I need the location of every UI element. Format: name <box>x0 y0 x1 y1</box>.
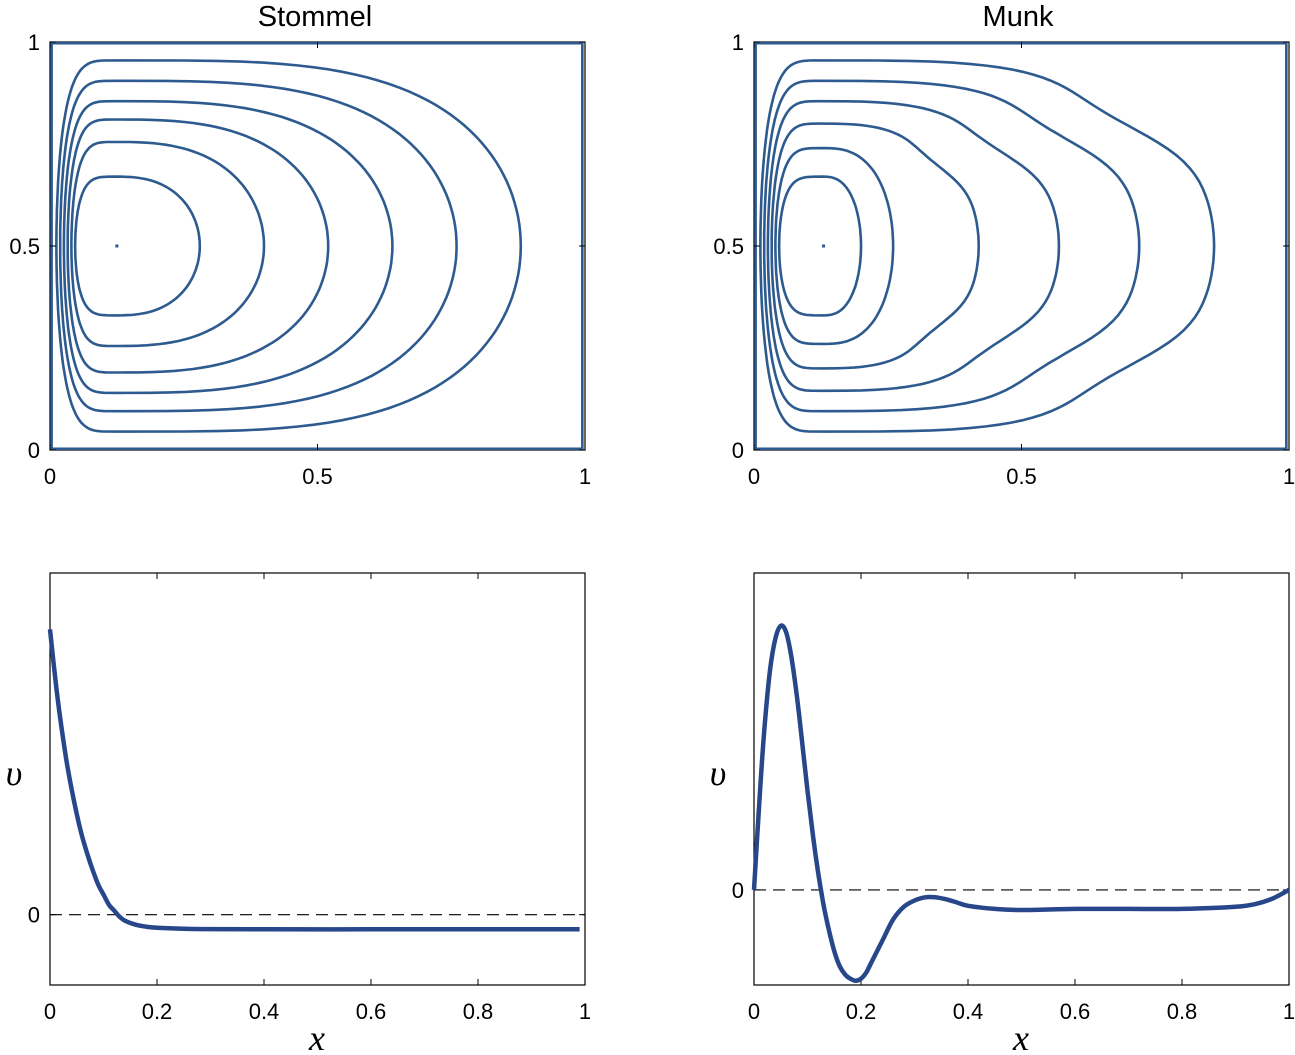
stommel-velocity-xtick-label: 0 <box>44 999 56 1024</box>
munk-ytick-label: 0 <box>732 438 744 463</box>
munk-streamline <box>759 59 1216 433</box>
munk-velocity-panel: 0 0.2 0.4 0.6 0.8 1 0 υ x <box>710 572 1295 1055</box>
stommel-velocity-curve <box>47 629 580 932</box>
stommel-center-point <box>115 244 119 248</box>
munk-streamline <box>774 146 895 346</box>
munk-velocity-xtick-label: 0.6 <box>1060 999 1091 1024</box>
munk-velocity-ticks: 0 0.2 0.4 0.6 0.8 1 0 <box>732 573 1295 1024</box>
stommel-ticks: 0 0.5 1 0 0.5 1 <box>9 30 591 489</box>
munk-streamline <box>770 122 981 370</box>
stommel-streamline <box>62 99 394 395</box>
munk-y-label: υ <box>710 753 727 793</box>
stommel-streamline <box>55 59 523 433</box>
stommel-xtick-label: 0.5 <box>302 464 333 489</box>
munk-ytick-label: 1 <box>732 30 744 55</box>
munk-velocity-xtick-label: 0 <box>748 999 760 1024</box>
stommel-velocity-panel: 0 0.2 0.4 0.6 0.8 1 0 υ x <box>6 572 591 1055</box>
munk-streamline <box>766 99 1061 393</box>
stommel-velocity-xtick-label: 0.4 <box>249 999 280 1024</box>
stommel-boundary-streamline <box>50 41 584 451</box>
stommel-title: Stommel <box>258 1 372 33</box>
munk-ticks: 0 0.5 1 0 0.5 1 <box>713 30 1295 489</box>
stommel-ytick-label: 1 <box>28 30 40 55</box>
stommel-velocity-xtick-label: 1 <box>579 999 591 1024</box>
munk-ytick-label: 0.5 <box>713 234 744 259</box>
munk-velocity-frame <box>753 572 1290 986</box>
stommel-velocity-ticks: 0 0.2 0.4 0.6 0.8 1 0 <box>28 573 591 1024</box>
stommel-streamline <box>66 118 330 374</box>
munk-velocity-curve <box>751 623 1291 984</box>
munk-velocity-xtick-label: 1 <box>1283 999 1295 1024</box>
stommel-contours <box>50 41 584 451</box>
stommel-xtick-label: 0 <box>44 464 56 489</box>
munk-contour-panel: Munk 0 0.5 1 0 0.5 1 <box>713 1 1295 489</box>
stommel-velocity-frame <box>49 572 586 986</box>
munk-title: Munk <box>983 1 1054 33</box>
munk-frame <box>753 41 1290 451</box>
munk-center-point <box>822 244 826 248</box>
munk-xtick-label: 0.5 <box>1006 464 1037 489</box>
munk-xtick-label: 1 <box>1283 464 1295 489</box>
munk-velocity-xtick-label: 0.4 <box>953 999 984 1024</box>
stommel-velocity-xtick-label: 0.8 <box>463 999 494 1024</box>
munk-velocity-ytick-label: 0 <box>732 878 744 903</box>
munk-contours <box>754 41 1288 451</box>
munk-xtick-label: 0 <box>748 464 760 489</box>
stommel-velocity-ytick-label: 0 <box>28 903 40 928</box>
munk-x-label: x <box>1012 1018 1029 1055</box>
munk-velocity-xtick-label: 0.8 <box>1167 999 1198 1024</box>
stommel-xtick-label: 1 <box>579 464 591 489</box>
munk-boundary-streamline <box>754 41 1288 451</box>
stommel-frame <box>49 41 586 451</box>
stommel-streamline <box>73 175 202 317</box>
stommel-contour-panel: Stommel 0 0.5 1 0 0.5 1 <box>9 1 591 489</box>
stommel-y-label: υ <box>6 753 23 793</box>
munk-streamline <box>762 79 1141 413</box>
stommel-x-label: x <box>308 1018 325 1055</box>
stommel-velocity-xtick-label: 0.6 <box>356 999 387 1024</box>
stommel-ytick-label: 0.5 <box>9 234 40 259</box>
stommel-streamline <box>58 79 458 413</box>
munk-streamline <box>777 175 863 317</box>
stommel-velocity-xtick-label: 0.2 <box>142 999 173 1024</box>
stommel-ytick-label: 0 <box>28 438 40 463</box>
stommel-streamline <box>70 140 266 348</box>
munk-velocity-xtick-label: 0.2 <box>846 999 877 1024</box>
